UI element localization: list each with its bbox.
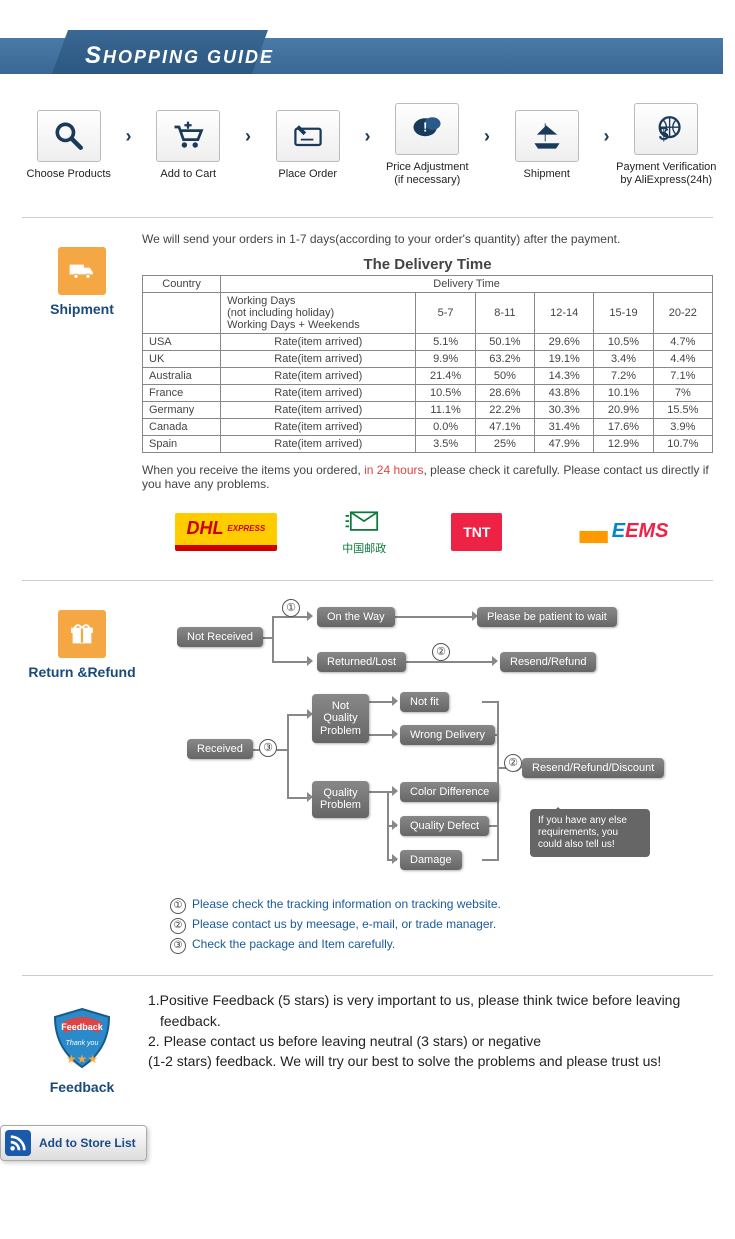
- truck-icon: [58, 247, 106, 295]
- shipment-intro: We will send your orders in 1-7 days(acc…: [142, 232, 713, 246]
- table-row: GermanyRate(item arrived)11.1%22.2%30.3%…: [143, 402, 713, 419]
- feedback-section: Feedback Thank you ★★★ Feedback 1.Positive…: [22, 975, 713, 1095]
- range-cell: 8-11: [475, 293, 534, 334]
- ship-icon: [515, 110, 579, 162]
- th-country: Country: [143, 276, 221, 293]
- node-not-received: Not Received: [177, 627, 263, 647]
- node-received: Received: [187, 739, 253, 759]
- china-post-logo: 中国邮政: [342, 507, 386, 556]
- return-label: Return &Refund: [22, 664, 142, 680]
- delivery-title: The Delivery Time: [142, 256, 713, 273]
- table-row: CanadaRate(item arrived)0.0%47.1%31.4%17…: [143, 419, 713, 436]
- step-label: Choose Products: [14, 168, 124, 181]
- step-price: ! Price Adjustment (if necessary): [373, 103, 483, 187]
- node-resend-refund: Resend/Refund: [500, 652, 596, 672]
- table-row: SpainRate(item arrived)3.5%25%47.9%12.9%…: [143, 436, 713, 453]
- svg-text:★★★: ★★★: [66, 1052, 98, 1066]
- delivery-table: Country Delivery Time Working Days (not …: [142, 275, 713, 453]
- banner-cap: S: [85, 42, 103, 69]
- speech-bubble: If you have any else requirements, you c…: [530, 809, 650, 857]
- arrow-icon: ›: [124, 126, 134, 147]
- banner-rest: HOPPING GUIDE: [103, 47, 274, 67]
- table-row: UKRate(item arrived)9.9%63.2%19.1%3.4%4.…: [143, 351, 713, 368]
- table-row: USARate(item arrived)5.1%50.1%29.6%10.5%…: [143, 334, 713, 351]
- tnt-logo: TNT: [451, 513, 502, 551]
- th-delivery-time: Delivery Time: [221, 276, 713, 293]
- node-damage: Damage: [400, 850, 462, 870]
- return-legend: ①Please check the tracking information o…: [170, 897, 713, 954]
- svg-text:Thank you: Thank you: [66, 1040, 99, 1047]
- range-cell: 5-7: [416, 293, 475, 334]
- arrow-icon: ›: [602, 126, 612, 147]
- circle-1: ①: [282, 599, 300, 617]
- feedback-line: 2. Please contact us before leaving neut…: [148, 1031, 713, 1051]
- carriers-row: DHL EXPRESS 中国邮政 TNT ▄▄EEMS: [142, 501, 713, 562]
- circle-3: ③: [259, 739, 277, 757]
- node-color-diff: Color Difference: [400, 782, 499, 802]
- svg-text:$: $: [659, 124, 669, 144]
- node-quality: Quality Problem: [312, 781, 369, 817]
- node-returned-lost: Returned/Lost: [317, 652, 406, 672]
- magnifier-icon: [37, 110, 101, 162]
- add-store-label: Add to Store List: [39, 1136, 136, 1150]
- shipment-label: Shipment: [22, 301, 142, 317]
- node-quality-defect: Quality Defect: [400, 816, 489, 836]
- step-label: Place Order: [253, 168, 363, 181]
- ems-logo: ▄▄EEMS: [567, 513, 680, 551]
- node-not-quality: Not Quality Problem: [312, 694, 369, 742]
- rss-icon: [5, 1130, 31, 1156]
- legend-item: ②Please contact us by meesage, e-mail, o…: [170, 917, 713, 934]
- arrow-icon: ›: [482, 126, 492, 147]
- range-cell: 15-19: [594, 293, 653, 334]
- circle-2a: ②: [432, 643, 450, 661]
- step-label: Add to Cart: [134, 168, 244, 181]
- range-cell: 12-14: [535, 293, 594, 334]
- chat-alert-icon: !: [395, 103, 459, 155]
- step-label: Payment Verification by AliExpress(24h): [612, 161, 722, 187]
- table-row: AustraliaRate(item arrived)21.4%50%14.3%…: [143, 368, 713, 385]
- gift-icon: [58, 610, 106, 658]
- legend-item: ③Check the package and Item carefully.: [170, 937, 713, 954]
- step-label: Price Adjustment (if necessary): [373, 161, 483, 187]
- cart-icon: [156, 110, 220, 162]
- note-hl: in 24 hours: [364, 463, 423, 477]
- return-flowchart: Not Received On the Way Please be patien…: [142, 599, 713, 889]
- step-shipment: Shipment: [492, 110, 602, 181]
- node-not-fit: Not fit: [400, 692, 449, 712]
- node-on-the-way: On the Way: [317, 607, 395, 627]
- add-to-store-button[interactable]: Add to Store List: [0, 1125, 147, 1161]
- step-cart: Add to Cart: [134, 110, 244, 181]
- step-verify: $ Payment Verification by AliExpress(24h…: [612, 103, 722, 187]
- return-section: Return &Refund: [22, 580, 713, 957]
- step-choose: Choose Products: [14, 110, 124, 181]
- step-order: Place Order: [253, 110, 363, 181]
- arrow-icon: ›: [363, 126, 373, 147]
- dhl-logo: DHL EXPRESS: [175, 513, 278, 551]
- node-patient: Please be patient to wait: [477, 607, 617, 627]
- feedback-shield-icon: Feedback Thank you ★★★: [47, 1005, 117, 1075]
- arrow-icon: ›: [243, 126, 253, 147]
- globe-dollar-icon: $: [634, 103, 698, 155]
- feedback-label: Feedback: [22, 1079, 142, 1095]
- shopping-guide-banner: SHOPPING GUIDE: [0, 30, 735, 80]
- feedback-line: 1.Positive Feedback (5 stars) is very im…: [148, 990, 713, 1031]
- range-cell: 20-22: [653, 293, 712, 334]
- shipment-note: When you receive the items you ordered, …: [142, 463, 713, 491]
- order-icon: [276, 110, 340, 162]
- node-wrong-delivery: Wrong Delivery: [400, 725, 495, 745]
- note-pre: When you receive the items you ordered,: [142, 463, 364, 477]
- step-label: Shipment: [492, 168, 602, 181]
- th-working-days: Working Days (not including holiday) Wor…: [221, 293, 416, 334]
- svg-text:Feedback: Feedback: [61, 1022, 104, 1032]
- node-resend-refund-discount: Resend/Refund/Discount: [522, 758, 664, 778]
- legend-item: ①Please check the tracking information o…: [170, 897, 713, 914]
- svg-text:!: !: [423, 121, 427, 135]
- steps-row: Choose Products › Add to Cart › Place Or…: [0, 95, 735, 199]
- feedback-line: (1-2 stars) feedback. We will try our be…: [148, 1051, 713, 1071]
- shipment-section: Shipment We will send your orders in 1-7…: [22, 217, 713, 562]
- table-row: FranceRate(item arrived)10.5%28.6%43.8%1…: [143, 385, 713, 402]
